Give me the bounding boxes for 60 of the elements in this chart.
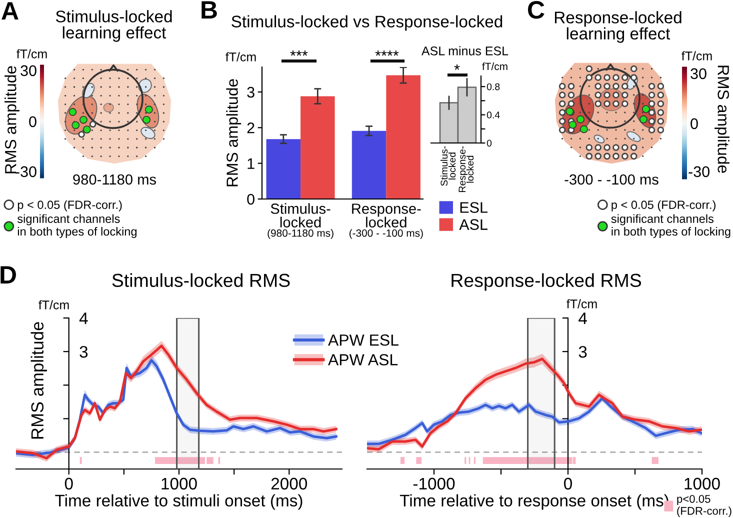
category-label: Stimulus- locked (980-1180 ms): [268, 203, 334, 239]
legend-label: p < 0.05 (FDR-corr.): [612, 200, 716, 212]
y-axis-title: RMS amplitude: [226, 79, 242, 186]
text: 0: [690, 118, 698, 130]
text: Response-locked learning effect: [554, 11, 682, 43]
text: fT/cm: [16, 49, 47, 58]
x-tick-label: -1000: [413, 478, 455, 490]
legend-label: APW ESL: [328, 334, 398, 346]
text: -300 - -100 ms: [564, 174, 658, 185]
y-axis-title: RMS amplitude: [30, 322, 47, 439]
y-tick-label: 0.8: [486, 83, 500, 90]
chart-title: Stimulus-locked RMS: [112, 273, 290, 288]
text: ***: [290, 50, 308, 56]
legend-label: APW ASL: [328, 354, 398, 366]
y-tick-label: 2: [247, 122, 254, 134]
text: fT/cm: [566, 299, 597, 308]
y-tick-label: 0.4: [486, 112, 500, 118]
y-tick-label: 4: [79, 312, 88, 324]
chart-title: Response-locked RMS: [452, 273, 642, 291]
x-tick-label: 1000: [684, 478, 720, 490]
text: *: [454, 64, 460, 70]
text: 0: [29, 116, 36, 128]
legend-label: p<0.05 (FDR-corr.): [677, 494, 732, 517]
legend-label: significant channels in both types of locking: [17, 214, 136, 238]
x-tick-label: Response- locked: [458, 146, 474, 192]
x-tick-label: 2000: [271, 478, 308, 490]
y-tick-label: 0: [486, 140, 492, 147]
x-tick-label: 1000: [162, 478, 197, 490]
category-label: Response- locked (-300 - -100 ms): [349, 204, 423, 239]
text: ****: [375, 50, 399, 56]
x-axis-title: Time relative to stimuli onset (ms): [55, 494, 302, 510]
y-tick-label: 4: [578, 312, 587, 324]
text: Stimulus-locked learning effect: [56, 10, 172, 42]
legend-label: significant channels in both types of locking: [611, 214, 730, 238]
y-tick-label: 1: [248, 158, 254, 169]
text: -30: [688, 166, 710, 178]
y-axis-title: fT/cm: [482, 62, 508, 70]
chart-title: ASL minus ESL: [421, 46, 508, 56]
x-tick-label: 0: [564, 478, 572, 490]
text: fT/cm: [38, 300, 69, 310]
text: C: [528, 1, 544, 19]
y-tick-label: 0: [247, 194, 254, 205]
text: RMS amplitude: [714, 66, 730, 173]
legend-label: ASL: [459, 219, 488, 230]
y-tick-label: 3: [247, 86, 254, 98]
text: B: [202, 1, 217, 18]
text: 30: [20, 65, 36, 76]
x-tick-label: 0: [64, 478, 73, 490]
text: 980-1180 ms: [73, 174, 156, 185]
x-tick-label: Stimulus- locked: [440, 146, 456, 186]
text: fT/cm: [682, 51, 712, 60]
legend-label: ESL: [460, 202, 488, 213]
chart-title: Stimulus-locked vs Response-locked: [232, 15, 502, 31]
legend-label: p < 0.05 (FDR-corr.): [18, 200, 122, 212]
text: fT/cm: [226, 52, 256, 62]
text: A: [2, 2, 18, 20]
y-tick-label: 3: [578, 346, 587, 358]
text: D: [0, 266, 16, 284]
y-tick-label: 3: [80, 346, 88, 358]
text: 30: [690, 68, 706, 80]
